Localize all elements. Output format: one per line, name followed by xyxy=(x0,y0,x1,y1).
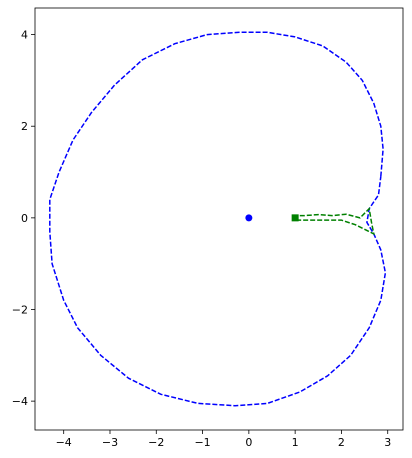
x-tick-label: −2 xyxy=(148,436,164,449)
x-tick-label: 2 xyxy=(338,436,345,449)
x-tick-label: 1 xyxy=(292,436,299,449)
marker xyxy=(291,214,299,222)
x-tick-label: −1 xyxy=(194,436,210,449)
y-tick-label: 4 xyxy=(21,29,28,42)
x-tick-label: 3 xyxy=(384,436,391,449)
plot-frame xyxy=(34,7,404,431)
line xyxy=(292,207,375,236)
y-tick-label: 0 xyxy=(21,212,28,225)
x-tick-label: −3 xyxy=(102,436,118,449)
y-tick-label: −2 xyxy=(12,303,28,316)
x-tick-label: 0 xyxy=(245,436,252,449)
x-tick-label: −4 xyxy=(56,436,72,449)
marker xyxy=(245,214,253,222)
y-tick-label: 2 xyxy=(21,120,28,133)
y-tick-label: −4 xyxy=(12,395,28,408)
